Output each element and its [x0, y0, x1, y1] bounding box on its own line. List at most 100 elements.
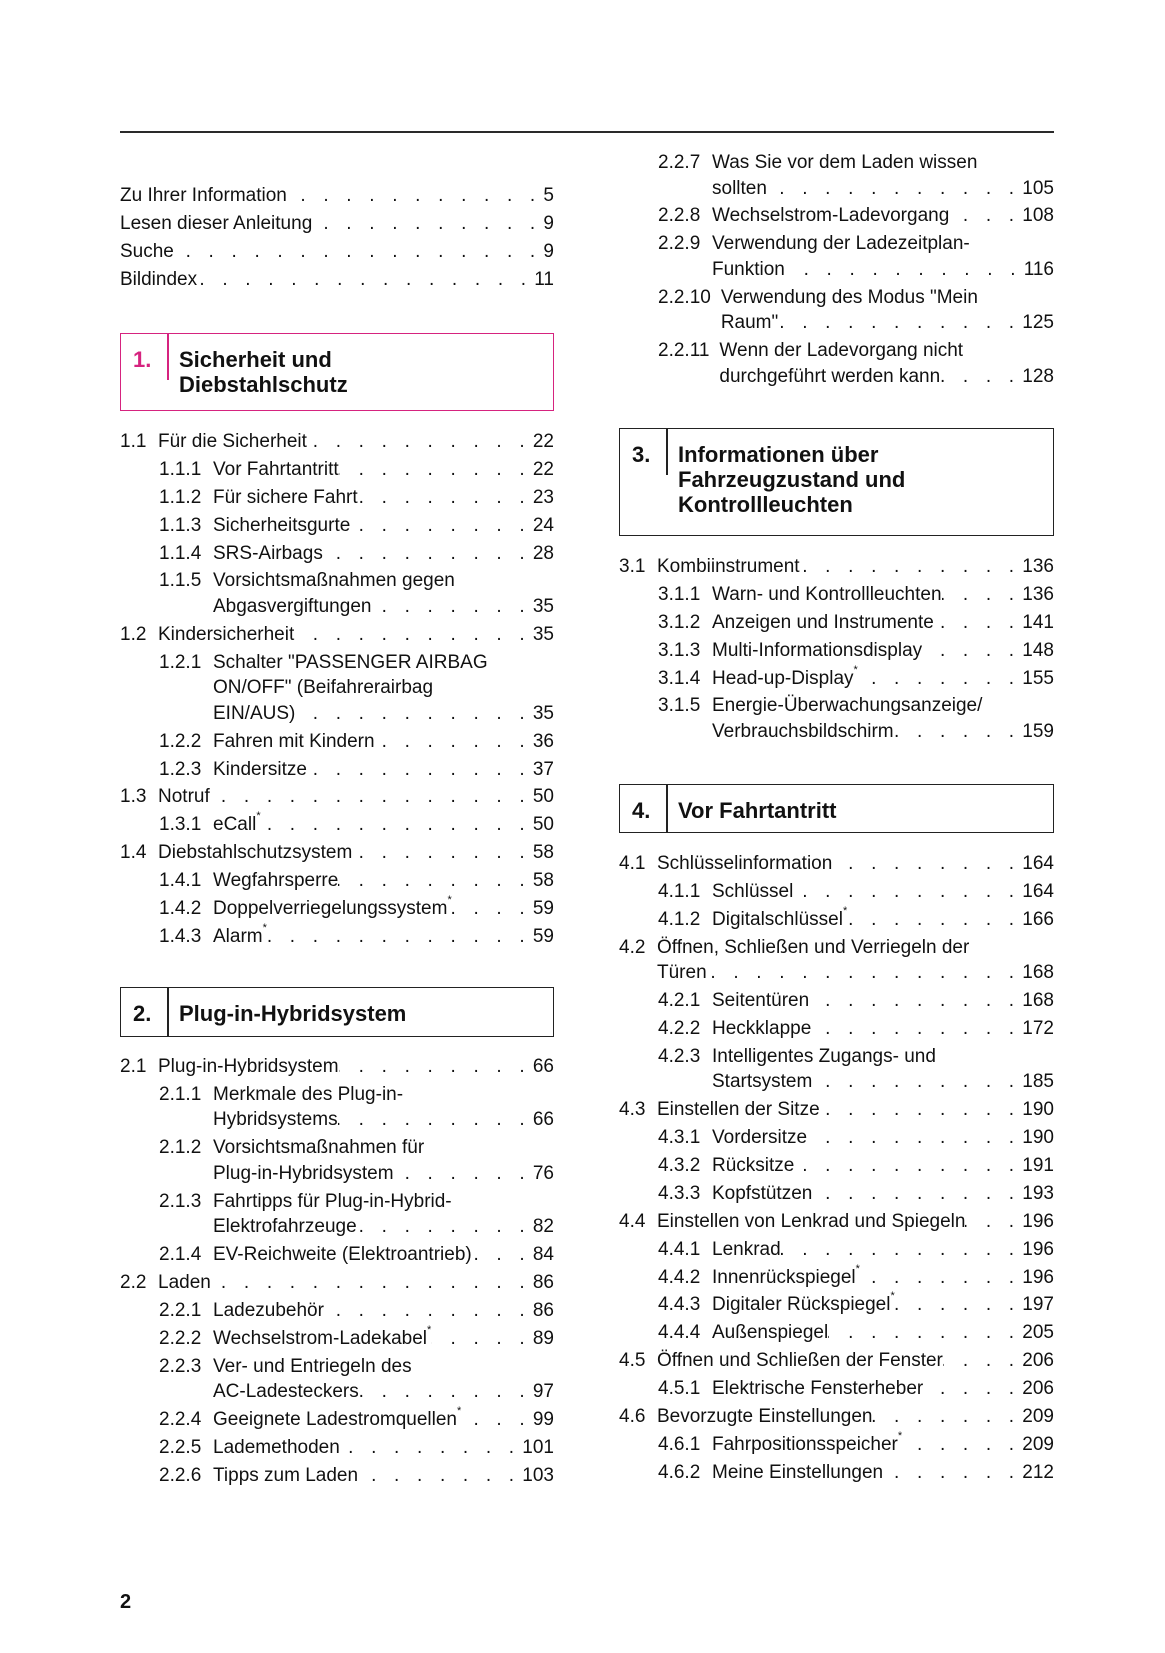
page-reference[interactable]: 206 — [1022, 1350, 1054, 1372]
toc-entry[interactable]: 4.3 Einstellen der Sitze 190 — [619, 1097, 1054, 1123]
page-reference[interactable]: 206 — [1022, 1378, 1054, 1400]
entry-title[interactable]: Rücksitze — [712, 1153, 794, 1179]
page-reference[interactable]: 190 — [1022, 1127, 1054, 1149]
entry-title[interactable]: Schalter "PASSENGER AIRBAG — [213, 650, 488, 676]
page-reference[interactable]: 205 — [1022, 1322, 1054, 1344]
entry-title[interactable]: Wegfahrsperre — [213, 868, 338, 894]
entry-title[interactable]: Merkmale des Plug-in- — [213, 1082, 403, 1108]
toc-entry[interactable]: 1.1 Für die Sicherheit 22 — [120, 429, 554, 455]
page-reference[interactable]: 155 — [1022, 667, 1054, 689]
entry-title[interactable]: EV-Reichweite (Elektroantrieb) — [213, 1242, 472, 1268]
toc-entry[interactable]: 3.1.2 Anzeigen und Instrumente 141 — [619, 610, 1054, 636]
page-reference[interactable]: 164 — [1022, 853, 1054, 874]
entry-title[interactable]: eCall* — [213, 811, 261, 838]
page-reference[interactable]: 9 — [543, 240, 554, 262]
page-reference[interactable]: 86 — [532, 1299, 554, 1321]
page-reference[interactable]: 209 — [1022, 1433, 1054, 1455]
entry-title[interactable]: Fahrpositionsspeicher* — [712, 1430, 902, 1458]
toc-entry[interactable]: 1.4 Diebstahlschutzsystem 58 — [120, 840, 554, 866]
page-reference[interactable]: 166 — [1022, 908, 1054, 930]
page-reference[interactable]: 212 — [1022, 1461, 1054, 1483]
toc-entry[interactable]: 2.2.2 Wechselstrom-Ladekabel* 89 — [120, 1324, 554, 1352]
toc-entry[interactable]: 2.2.6 Tipps zum Laden 103 — [120, 1463, 554, 1489]
toc-entry[interactable]: 4.4.1 Lenkrad 196 — [619, 1237, 1054, 1263]
toc-entry[interactable]: 2.1 Plug-in-Hybridsystem 66 — [120, 1054, 554, 1080]
toc-entry[interactable]: 1.2.2 Fahren mit Kindern 36 — [120, 729, 554, 755]
entry-title[interactable]: Türen — [657, 960, 707, 986]
entry-title[interactable]: Digitalschlüssel* — [712, 905, 847, 933]
toc-entry[interactable]: 2.1.4 EV-Reichweite (Elektroantrieb) 84 — [120, 1242, 554, 1268]
entry-title[interactable]: Hybridsystems — [213, 1107, 338, 1133]
entry-title[interactable]: Multi-Informationsdisplay — [712, 638, 922, 664]
page-reference[interactable]: 97 — [532, 1381, 554, 1403]
page-reference[interactable]: 66 — [532, 1056, 554, 1077]
toc-entry[interactable]: Zu Ihrer Information 5 — [120, 183, 554, 209]
page-reference[interactable]: 168 — [1022, 962, 1054, 984]
toc-entry[interactable]: 4.2.3 Intelligentes Zugangs- und Startsyst… — [619, 1044, 1054, 1095]
page-reference[interactable]: 35 — [532, 702, 554, 724]
page-reference[interactable]: 196 — [1022, 1238, 1054, 1260]
entry-title[interactable]: Ver- und Entriegeln des — [213, 1354, 412, 1380]
entry-title[interactable]: Ladezubehör — [213, 1298, 324, 1324]
page-reference[interactable]: 9 — [543, 212, 554, 234]
entry-title[interactable]: Wechselstrom-Ladevorgang — [712, 203, 949, 229]
toc-entry[interactable]: 2.2.4 Geeignete Ladestromquellen* 99 — [120, 1406, 554, 1433]
entry-title[interactable]: Vor Fahrtantritt — [213, 457, 339, 483]
toc-entry[interactable]: 4.5.1 Elektrische Fensterheber 206 — [619, 1376, 1054, 1402]
entry-title[interactable]: Lademethoden — [213, 1435, 340, 1461]
toc-entry[interactable]: 2.1.1 Merkmale des Plug-in- Hybridsystems 6… — [120, 1082, 554, 1133]
page-reference[interactable]: 50 — [532, 786, 554, 808]
page-reference[interactable]: 125 — [1022, 312, 1054, 334]
page-reference[interactable]: 136 — [1022, 556, 1054, 577]
entry-title[interactable]: Für sichere Fahrt — [213, 485, 358, 511]
entry-title[interactable]: Alarm* — [213, 922, 267, 950]
page-reference[interactable]: 99 — [532, 1409, 554, 1431]
entry-title[interactable]: Vorsichtsmaßnahmen für — [213, 1135, 424, 1161]
toc-entry[interactable]: 4.3.1 Vordersitze 190 — [619, 1125, 1054, 1151]
entry-title[interactable]: Verbrauchsbildschirm — [712, 719, 894, 745]
toc-entry[interactable]: 1.4.3 Alarm* 59 — [120, 922, 554, 950]
entry-title[interactable]: Vorsichtsmaßnahmen gegen — [213, 568, 455, 594]
toc-entry[interactable]: 2.2.11 Wenn der Ladevorgang nicht durchgef… — [619, 338, 1054, 389]
toc-entry[interactable]: 3.1.1 Warn- und Kontrollleuchten 136 — [619, 582, 1054, 608]
page-reference[interactable]: 105 — [1022, 177, 1054, 199]
toc-entry[interactable]: Suche 9 — [120, 239, 554, 265]
toc-entry[interactable]: 4.6.1 Fahrpositionsspeicher* 209 — [619, 1430, 1054, 1458]
toc-entry[interactable]: 2.2.9 Verwendung der Ladezeitplan- Funktio… — [619, 231, 1054, 282]
entry-title[interactable]: Meine Einstellungen — [712, 1460, 883, 1486]
entry-title[interactable]: Innenrückspiegel* — [712, 1263, 860, 1291]
toc-entry[interactable]: 1.1.3 Sicherheitsgurte 24 — [120, 513, 554, 539]
entry-title[interactable]: Suche — [120, 239, 174, 265]
entry-title[interactable]: Anzeigen und Instrumente — [712, 610, 934, 636]
entry-title[interactable]: SRS-Airbags — [213, 541, 323, 567]
entry-title[interactable]: ON/OFF" (Beifahrerairbag — [213, 675, 433, 701]
toc-entry[interactable]: 2.1.3 Fahrtipps für Plug-in-Hybrid- Elektr… — [120, 1189, 554, 1240]
entry-title[interactable]: Was Sie vor dem Laden wissen — [712, 150, 977, 176]
page-reference[interactable]: 22 — [532, 458, 554, 480]
toc-entry[interactable]: 1.4.1 Wegfahrsperre 58 — [120, 868, 554, 894]
toc-entry[interactable]: 4.4 Einstellen von Lenkrad und Spiegeln 19… — [619, 1209, 1054, 1235]
toc-entry[interactable]: 4.1 Schlüsselinformation 164 — [619, 851, 1054, 877]
entry-title[interactable]: Startsystem — [712, 1069, 812, 1095]
page-reference[interactable]: 101 — [522, 1436, 554, 1458]
page-reference[interactable]: 108 — [1022, 205, 1054, 227]
page-reference[interactable]: 148 — [1022, 639, 1054, 661]
entry-title[interactable]: Diebstahlschutzsystem — [158, 840, 352, 866]
entry-title[interactable]: Laden — [158, 1270, 211, 1296]
page-reference[interactable]: 22 — [532, 431, 554, 452]
entry-title[interactable]: Kindersitze — [213, 757, 307, 783]
entry-title[interactable]: Lenkrad — [712, 1237, 781, 1263]
page-reference[interactable]: 84 — [532, 1244, 554, 1266]
page-reference[interactable]: 23 — [532, 486, 554, 508]
page-reference[interactable]: 35 — [532, 623, 554, 645]
page-reference[interactable]: 103 — [522, 1464, 554, 1486]
page-reference[interactable]: 191 — [1022, 1155, 1054, 1177]
page-reference[interactable]: 141 — [1022, 611, 1054, 633]
toc-entry[interactable]: 2.2.1 Ladezubehör 86 — [120, 1298, 554, 1324]
page-reference[interactable]: 59 — [532, 897, 554, 919]
toc-entry[interactable]: Bildindex 11 — [120, 267, 554, 293]
page-reference[interactable]: 197 — [1022, 1294, 1054, 1316]
toc-entry[interactable]: 2.2 Laden 86 — [120, 1270, 554, 1296]
entry-title[interactable]: Vordersitze — [712, 1125, 807, 1151]
toc-entry[interactable]: 1.1.1 Vor Fahrtantritt 22 — [120, 457, 554, 483]
